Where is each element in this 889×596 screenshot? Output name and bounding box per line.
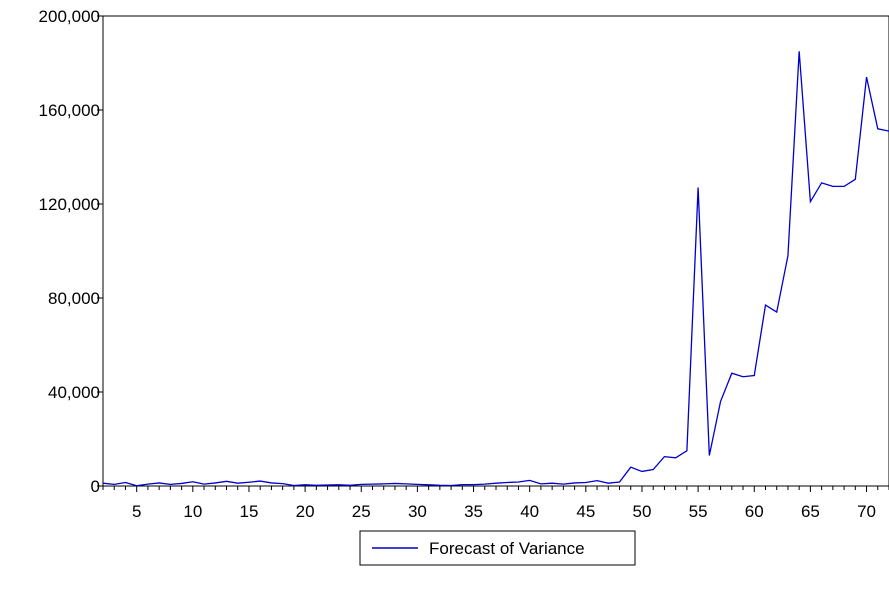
- x-tick-label: 50: [633, 502, 652, 521]
- x-tick-label: 25: [352, 502, 371, 521]
- x-tick-label: 60: [745, 502, 764, 521]
- y-tick-label: 200,000: [39, 7, 100, 26]
- x-tick-label: 65: [801, 502, 820, 521]
- plot-frame: [102, 15, 889, 487]
- y-tick-label: 40,000: [48, 383, 100, 402]
- x-tick-label: 45: [576, 502, 595, 521]
- y-tick-label: 80,000: [48, 289, 100, 308]
- y-axis: 0 40,000 80,000 120,000 160,000 200,000: [39, 7, 103, 496]
- legend-label: Forecast of Variance: [429, 539, 585, 558]
- x-tick-label: 20: [296, 502, 315, 521]
- x-tick-label: 35: [464, 502, 483, 521]
- y-tick-label: 160,000: [39, 101, 100, 120]
- x-axis: 5 10 15 20 25 30 35 40 45 50 55 60 65 70: [102, 486, 889, 521]
- x-tick-label: 15: [240, 502, 259, 521]
- x-tick-label: 70: [857, 502, 876, 521]
- plot-area-border: [102, 15, 889, 487]
- x-tick-label: 10: [183, 502, 202, 521]
- y-tick-label: 0: [91, 477, 100, 496]
- series-layer: [102, 51, 889, 487]
- y-tick-label: 120,000: [39, 195, 100, 214]
- x-tick-label: 40: [520, 502, 539, 521]
- legend: Forecast of Variance: [359, 530, 636, 566]
- x-tick-label: 5: [132, 502, 141, 521]
- x-tick-label: 55: [689, 502, 708, 521]
- series-line-forecast-of-variance: [102, 51, 889, 487]
- x-tick-label: 30: [408, 502, 427, 521]
